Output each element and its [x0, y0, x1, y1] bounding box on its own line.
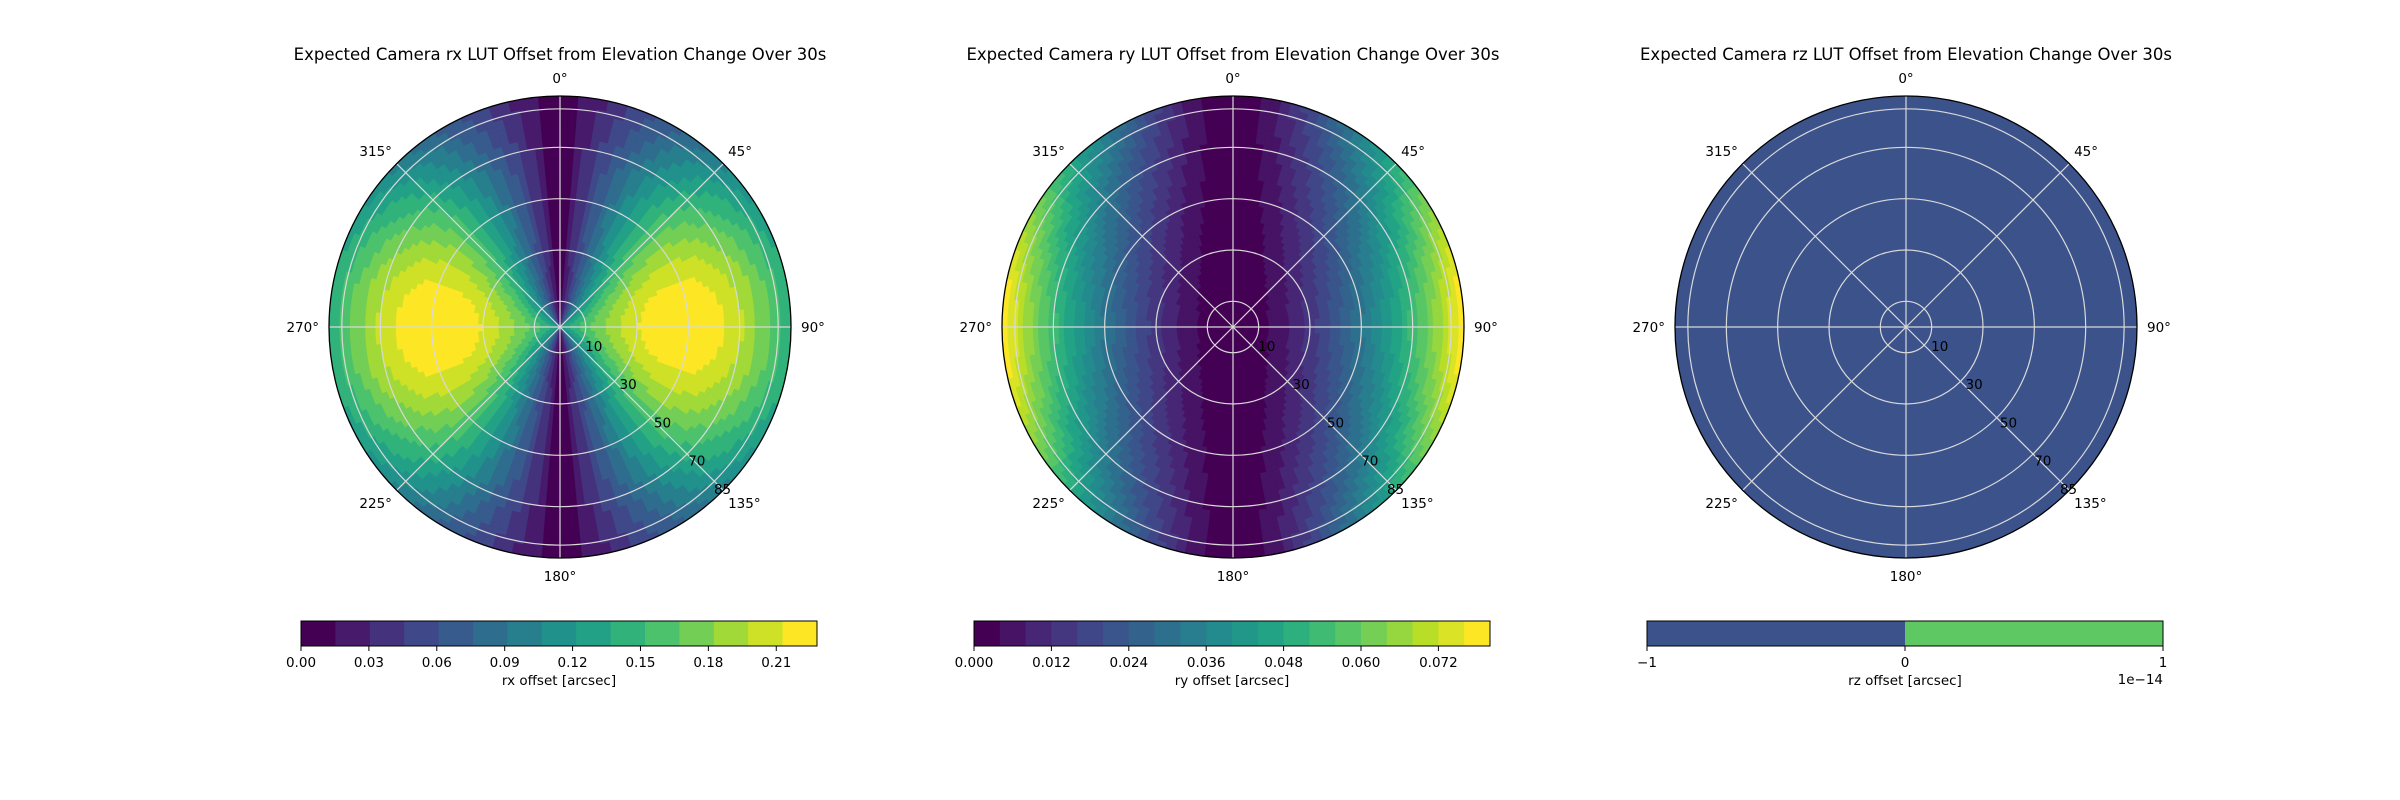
polar-chart-1: Expected Camera rx LUT Offset from Eleva…: [286, 45, 826, 689]
contour-field: [329, 96, 791, 558]
chart-title: Expected Camera rx LUT Offset from Eleva…: [294, 45, 827, 64]
